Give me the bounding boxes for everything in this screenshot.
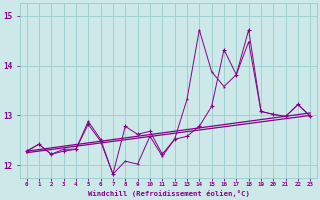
X-axis label: Windchill (Refroidissement éolien,°C): Windchill (Refroidissement éolien,°C) [87, 190, 249, 197]
